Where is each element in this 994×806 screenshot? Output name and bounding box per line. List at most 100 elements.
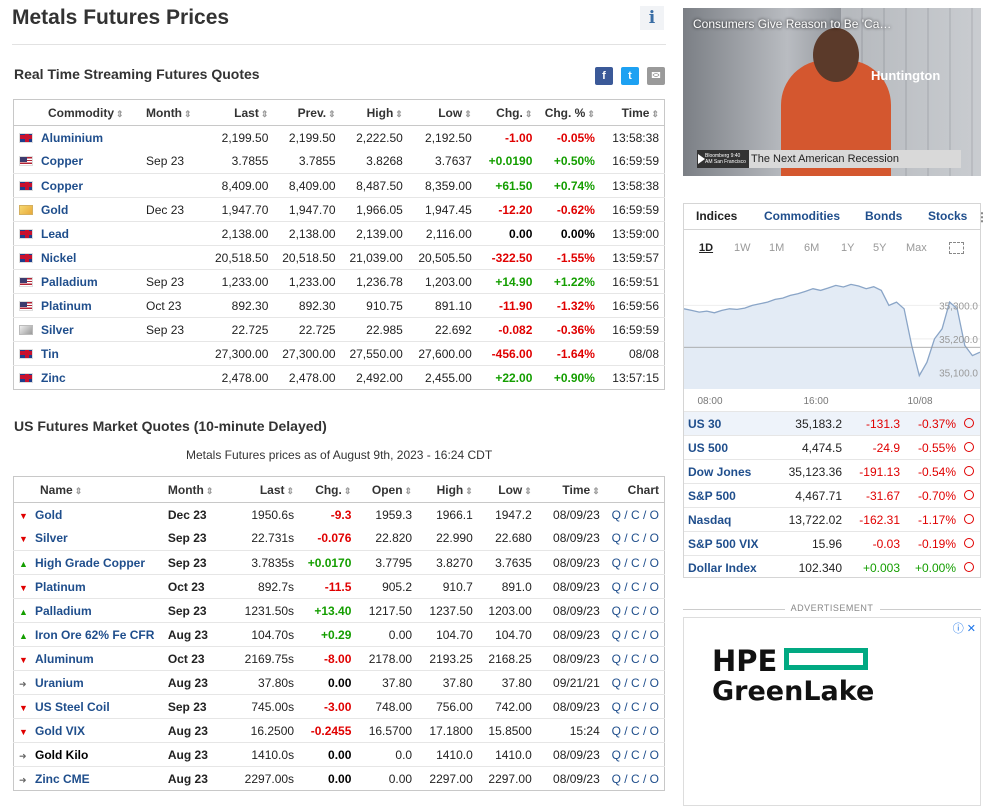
instrument-link[interactable]: Gold Kilo (35, 747, 89, 762)
commodity-link[interactable]: Aluminium (41, 130, 103, 145)
chart-link-o[interactable]: O (649, 651, 659, 666)
chart-link-q[interactable]: Q (611, 603, 621, 618)
index-name-link[interactable]: US 500 (688, 441, 729, 455)
commodity-link[interactable]: Lead (41, 226, 70, 241)
column-header[interactable]: Chg. ⇕ (476, 99, 538, 126)
column-header[interactable]: Name ⇕ (13, 476, 163, 503)
chart-link-c[interactable]: C (630, 579, 640, 594)
chart-link-c[interactable]: C (630, 627, 640, 642)
index-name-link[interactable]: Dollar Index (688, 561, 757, 575)
name-cell[interactable]: ▼ Platinum (13, 574, 163, 599)
chart-link-c[interactable]: C (630, 531, 640, 546)
tab-commodities[interactable]: Commodities (764, 209, 841, 223)
name-cell[interactable]: ➜ Zinc CME (13, 766, 163, 791)
chart-link-o[interactable]: O (649, 771, 659, 786)
column-header[interactable]: Low ⇕ (477, 476, 537, 503)
sort-icon[interactable]: ⇕ (524, 108, 533, 119)
range-1w[interactable]: 1W (734, 242, 751, 254)
column-header[interactable]: Low ⇕ (407, 99, 477, 126)
column-header[interactable]: High ⇕ (340, 99, 408, 126)
info-icon[interactable]: i (640, 6, 664, 30)
chart-link-c[interactable]: C (630, 699, 640, 714)
chart-link-o[interactable]: O (649, 675, 659, 690)
commodity-cell[interactable]: Nickel (13, 245, 142, 270)
sort-icon[interactable]: ⇕ (395, 108, 403, 119)
name-cell[interactable]: ▼ Silver (14, 527, 163, 551)
chart-link-o[interactable]: O (649, 507, 659, 522)
chart-link-c[interactable]: C (630, 603, 640, 618)
name-cell[interactable]: ▼ Gold (13, 502, 163, 527)
chart-link-c[interactable]: C (630, 507, 640, 522)
chart-link-o[interactable]: O (649, 579, 659, 594)
commodity-cell[interactable]: Gold (13, 197, 142, 222)
name-cell[interactable]: ▲ Palladium (13, 598, 163, 623)
sort-icon[interactable]: ⇕ (592, 485, 600, 496)
commodity-cell[interactable]: Lead (13, 221, 142, 246)
sort-icon[interactable]: ⇕ (74, 485, 83, 496)
commodity-cell[interactable]: Palladium (13, 269, 142, 294)
sort-icon[interactable]: ⇕ (343, 485, 352, 496)
index-row[interactable]: Dollar Index 102.340 +0.003 +0.00% (684, 555, 980, 579)
index-row[interactable]: Nasdaq 13,722.02 -162.31 -1.17% (684, 507, 980, 531)
commodity-link[interactable]: Silver (41, 322, 74, 337)
range-5y[interactable]: 5Y (873, 242, 887, 254)
chart-link-o[interactable]: O (649, 603, 659, 618)
sort-icon[interactable]: ⇕ (524, 485, 532, 496)
chart-link-o[interactable]: O (649, 699, 659, 714)
column-header[interactable]: Month ⇕ (141, 99, 205, 126)
index-row[interactable]: S&P 500 4,467.71 -31.67 -0.70% (684, 483, 980, 507)
commodity-cell[interactable]: Copper (14, 150, 142, 174)
commodity-cell[interactable]: Zinc (13, 365, 142, 390)
index-row[interactable]: Dow Jones 35,123.36 -191.13 -0.54% (684, 459, 980, 483)
instrument-link[interactable]: Gold (35, 507, 63, 522)
column-header[interactable]: Chg. ⇕ (299, 476, 357, 503)
column-header[interactable]: Last ⇕ (230, 476, 300, 503)
chart-link-o[interactable]: O (649, 723, 659, 738)
fullscreen-icon[interactable] (949, 242, 964, 254)
ad-choices-icon[interactable]: ⓘ ✕ (952, 623, 976, 635)
commodity-cell[interactable]: Silver (13, 317, 142, 342)
column-header[interactable]: Prev. ⇕ (273, 99, 341, 126)
chart-link-c[interactable]: C (630, 747, 640, 762)
name-cell[interactable]: ▲ Iron Ore 62% Fe CFR (13, 622, 163, 647)
index-row[interactable]: US 30 35,183.2 -131.3 -0.37% (684, 411, 980, 435)
column-header[interactable]: Month ⇕ (162, 476, 231, 503)
chart-link-q[interactable]: Q (611, 747, 621, 762)
chart-link-c[interactable]: C (630, 771, 640, 786)
sort-icon[interactable]: ⇕ (651, 108, 659, 119)
chart-link-o[interactable]: O (649, 747, 659, 762)
email-share-icon[interactable]: ✉ (647, 67, 665, 85)
column-header[interactable]: Last ⇕ (204, 99, 274, 126)
sort-icon[interactable]: ⇕ (328, 108, 336, 119)
instrument-link[interactable]: Iron Ore 62% Fe CFR (35, 627, 155, 642)
commodity-link[interactable]: Nickel (41, 250, 77, 265)
range-1m[interactable]: 1M (769, 242, 785, 254)
commodity-cell[interactable]: Tin (13, 341, 142, 366)
video-title[interactable]: Consumers Give Reason to Be 'Ca… (693, 17, 892, 31)
instrument-link[interactable]: Platinum (35, 579, 86, 594)
chart-link-q[interactable]: Q (611, 507, 621, 522)
column-header[interactable]: Open ⇕ (356, 476, 418, 503)
commodity-link[interactable]: Tin (41, 346, 59, 361)
play-icon[interactable] (698, 154, 705, 164)
chart-link-q[interactable]: Q (611, 723, 621, 738)
instrument-link[interactable]: High Grade Copper (35, 555, 146, 570)
index-name-link[interactable]: US 30 (688, 417, 722, 431)
index-row[interactable]: US 500 4,474.5 -24.9 -0.55% (684, 435, 980, 459)
column-header[interactable]: Time ⇕ (536, 476, 605, 503)
commodity-link[interactable]: Platinum (41, 298, 92, 313)
sort-icon[interactable]: ⇕ (465, 485, 473, 496)
commodity-cell[interactable]: Copper (13, 173, 142, 198)
chart-link-q[interactable]: Q (611, 771, 621, 786)
instrument-link[interactable]: Palladium (35, 603, 92, 618)
range-6m[interactable]: 6M (804, 242, 820, 254)
index-name-link[interactable]: Nasdaq (688, 513, 732, 527)
index-name-link[interactable]: S&P 500 (688, 489, 736, 503)
instrument-link[interactable]: Zinc CME (35, 771, 90, 786)
tab-bonds[interactable]: Bonds (865, 209, 903, 223)
name-cell[interactable]: ➜ Uranium (13, 670, 163, 695)
index-name-link[interactable]: Dow Jones (688, 465, 752, 479)
sort-icon[interactable]: ⇕ (260, 108, 269, 119)
range-1d[interactable]: 1D (699, 242, 714, 254)
instrument-link[interactable]: Silver (35, 531, 68, 546)
